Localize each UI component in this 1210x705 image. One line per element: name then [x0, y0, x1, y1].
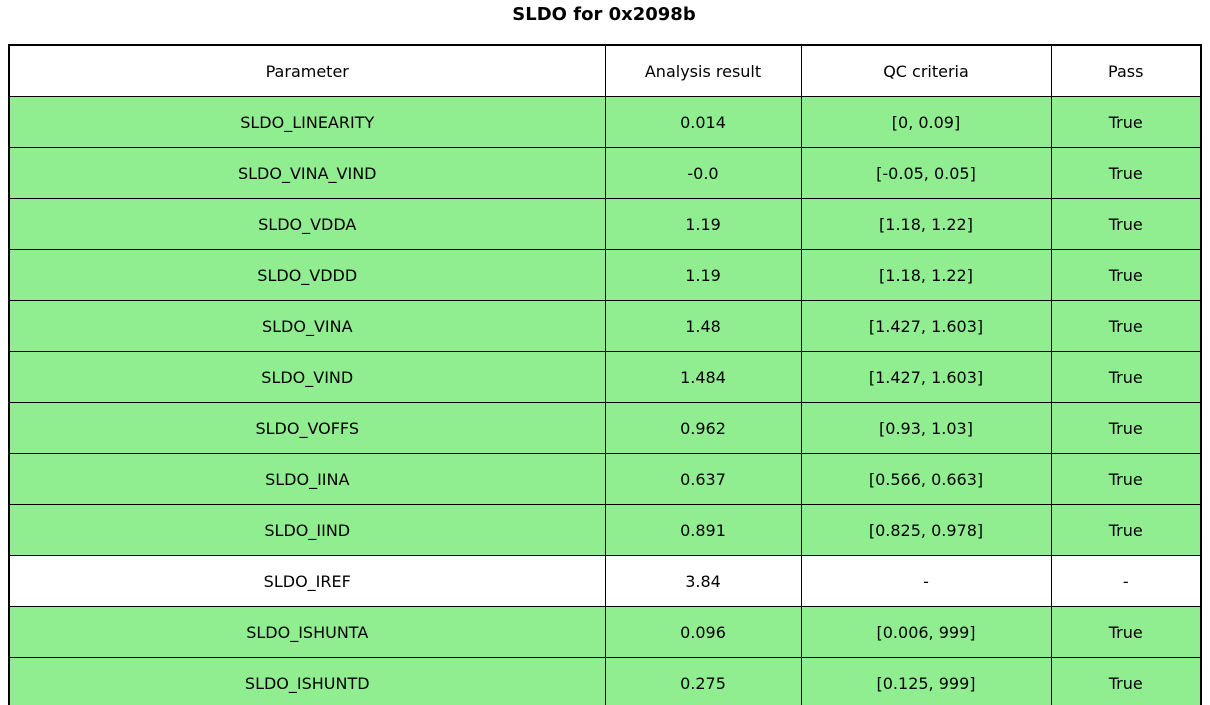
- table-row: SLDO_VIND 1.484 [1.427, 1.603] True: [8, 351, 1202, 403]
- cell-parameter: SLDO_VIND: [8, 351, 606, 403]
- cell-pass: True: [1050, 198, 1202, 250]
- cell-analysis-result: 0.891: [604, 504, 802, 556]
- table-row: SLDO_IINA 0.637 [0.566, 0.663] True: [8, 453, 1202, 505]
- cell-pass: True: [1050, 351, 1202, 403]
- column-header-analysis-result: Analysis result: [604, 44, 802, 97]
- table-row: SLDO_ISHUNTD 0.275 [0.125, 999] True: [8, 657, 1202, 705]
- cell-pass: True: [1050, 504, 1202, 556]
- table-row: SLDO_VOFFS 0.962 [0.93, 1.03] True: [8, 402, 1202, 454]
- cell-parameter: SLDO_ISHUNTA: [8, 606, 606, 658]
- cell-pass: True: [1050, 147, 1202, 199]
- cell-qc-criteria: [0.825, 0.978]: [800, 504, 1052, 556]
- cell-analysis-result: 0.962: [604, 402, 802, 454]
- cell-analysis-result: 1.484: [604, 351, 802, 403]
- cell-qc-criteria: [0.566, 0.663]: [800, 453, 1052, 505]
- cell-pass: True: [1050, 402, 1202, 454]
- cell-analysis-result: 1.48: [604, 300, 802, 352]
- cell-parameter: SLDO_VINA: [8, 300, 606, 352]
- column-header-parameter: Parameter: [8, 44, 606, 97]
- cell-analysis-result: 0.275: [604, 657, 802, 705]
- cell-qc-criteria: [1.18, 1.22]: [800, 249, 1052, 301]
- table-row: SLDO_VDDD 1.19 [1.18, 1.22] True: [8, 249, 1202, 301]
- cell-parameter: SLDO_VDDD: [8, 249, 606, 301]
- cell-qc-criteria: [-0.05, 0.05]: [800, 147, 1052, 199]
- cell-analysis-result: 1.19: [604, 249, 802, 301]
- table-header-row: Parameter Analysis result QC criteria Pa…: [8, 44, 1202, 97]
- qc-results-table: Parameter Analysis result QC criteria Pa…: [8, 44, 1202, 705]
- qc-table-body: SLDO_LINEARITY 0.014 [0, 0.09] True SLDO…: [8, 96, 1202, 705]
- table-row: SLDO_ISHUNTA 0.096 [0.006, 999] True: [8, 606, 1202, 658]
- cell-analysis-result: 3.84: [604, 555, 802, 607]
- cell-pass: -: [1050, 555, 1202, 607]
- table-row: SLDO_VDDA 1.19 [1.18, 1.22] True: [8, 198, 1202, 250]
- cell-parameter: SLDO_LINEARITY: [8, 96, 606, 148]
- table-row: SLDO_IIND 0.891 [0.825, 0.978] True: [8, 504, 1202, 556]
- cell-analysis-result: -0.0: [604, 147, 802, 199]
- cell-parameter: SLDO_ISHUNTD: [8, 657, 606, 705]
- cell-analysis-result: 0.096: [604, 606, 802, 658]
- cell-analysis-result: 0.637: [604, 453, 802, 505]
- cell-parameter: SLDO_VOFFS: [8, 402, 606, 454]
- cell-parameter: SLDO_VDDA: [8, 198, 606, 250]
- cell-qc-criteria: [1.427, 1.603]: [800, 351, 1052, 403]
- cell-pass: True: [1050, 300, 1202, 352]
- cell-qc-criteria: [0.93, 1.03]: [800, 402, 1052, 454]
- table-row: SLDO_IREF 3.84 - -: [8, 555, 1202, 607]
- cell-parameter: SLDO_IINA: [8, 453, 606, 505]
- cell-qc-criteria: [0.125, 999]: [800, 657, 1052, 705]
- cell-pass: True: [1050, 657, 1202, 705]
- figure-title: SLDO for 0x2098b: [512, 4, 696, 25]
- cell-qc-criteria: [0.006, 999]: [800, 606, 1052, 658]
- table-row: SLDO_LINEARITY 0.014 [0, 0.09] True: [8, 96, 1202, 148]
- cell-pass: True: [1050, 96, 1202, 148]
- table-row: SLDO_VINA 1.48 [1.427, 1.603] True: [8, 300, 1202, 352]
- table-row: SLDO_VINA_VIND -0.0 [-0.05, 0.05] True: [8, 147, 1202, 199]
- cell-qc-criteria: [1.427, 1.603]: [800, 300, 1052, 352]
- cell-analysis-result: 0.014: [604, 96, 802, 148]
- cell-pass: True: [1050, 249, 1202, 301]
- cell-parameter: SLDO_IREF: [8, 555, 606, 607]
- cell-parameter: SLDO_VINA_VIND: [8, 147, 606, 199]
- column-header-pass: Pass: [1050, 44, 1202, 97]
- cell-qc-criteria: -: [800, 555, 1052, 607]
- cell-pass: True: [1050, 453, 1202, 505]
- cell-parameter: SLDO_IIND: [8, 504, 606, 556]
- cell-analysis-result: 1.19: [604, 198, 802, 250]
- cell-qc-criteria: [0, 0.09]: [800, 96, 1052, 148]
- cell-qc-criteria: [1.18, 1.22]: [800, 198, 1052, 250]
- column-header-qc-criteria: QC criteria: [800, 44, 1052, 97]
- cell-pass: True: [1050, 606, 1202, 658]
